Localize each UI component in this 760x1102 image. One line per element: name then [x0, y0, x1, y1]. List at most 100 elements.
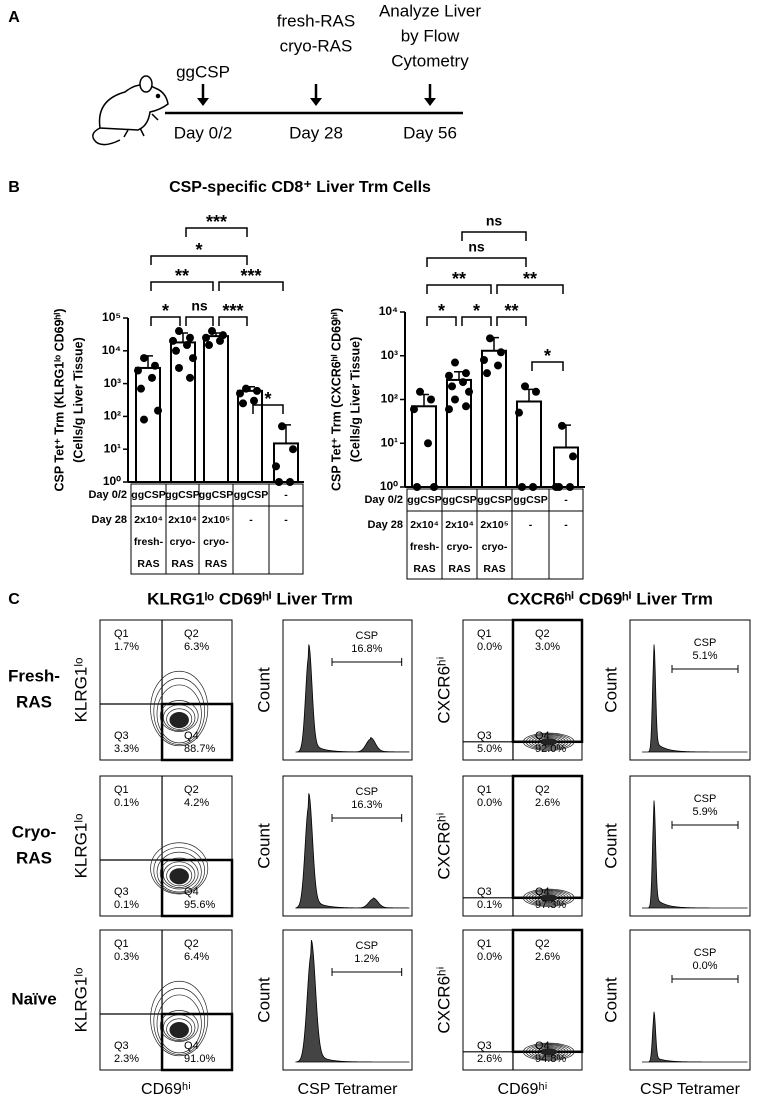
quadrant-name: Q2: [535, 628, 550, 640]
histogram-gate: [331, 968, 403, 976]
contour: [166, 1018, 193, 1040]
data-point: [286, 478, 294, 486]
y-axis-label: (Cells/g Liver Tissue): [71, 337, 85, 463]
quadrant-percent: 0.0%: [477, 641, 502, 653]
contour: [153, 847, 205, 894]
y-axis-label: (Cells/g Liver Tissue): [348, 337, 362, 463]
histogram-gate: [331, 814, 403, 822]
y-axis-label: CSP Tet⁺ Trm (CXCR6ʰⁱ CD69ʰⁱ): [329, 308, 343, 491]
histogram: [295, 644, 410, 753]
table-cell-text: -: [529, 519, 533, 531]
quadrant-name: Q3: [477, 1040, 492, 1052]
mouse-body: [98, 84, 169, 131]
data-point: [566, 483, 574, 491]
gate-name: CSP: [356, 940, 379, 952]
arrow-head: [424, 98, 436, 106]
table-cell-text: RAS: [413, 563, 435, 575]
y-tick-label: 10⁰: [380, 479, 398, 493]
data-point: [430, 483, 438, 491]
data-point: [137, 384, 145, 393]
data-point: [275, 478, 283, 486]
event-label: fresh-RAS: [277, 11, 355, 30]
data-point: [250, 396, 258, 405]
quadrant-name: Q4: [535, 886, 550, 898]
table-cell-text: 2x10⁴: [134, 514, 163, 526]
gate-name: CSP: [356, 630, 379, 642]
table-cell-text: ggCSP: [513, 494, 547, 506]
quadrant-percent: 0.3%: [114, 951, 139, 963]
plot-frame: [282, 929, 413, 1071]
quadrant-percent: 97.3%: [535, 899, 566, 911]
data-point: [205, 341, 213, 350]
quadrant-name: Q3: [477, 730, 492, 742]
quadrant-percent: 1.7%: [114, 641, 139, 653]
data-point: [416, 387, 424, 396]
significance-bracket: [426, 257, 527, 267]
table-cell-text: cryo-: [447, 541, 473, 553]
y-tick-label: 10¹: [381, 435, 398, 449]
data-point: [518, 483, 526, 491]
contour: [528, 890, 569, 906]
event-label: by Flow: [401, 26, 460, 45]
contour: [522, 1042, 575, 1061]
data-point: [529, 483, 537, 491]
event-label: ggCSP: [176, 62, 230, 81]
significance-label: **: [452, 269, 466, 289]
data-point: [494, 361, 502, 370]
table-cell-text: fresh-: [134, 536, 164, 548]
histogram-gate: [671, 821, 739, 829]
contour: [525, 889, 572, 906]
data-point: [410, 405, 418, 414]
quadrant-name: Q3: [477, 886, 492, 898]
table-row-label: Day 0/2: [364, 494, 403, 506]
quadrant-name: Q1: [114, 784, 129, 796]
quadrant-name: Q1: [477, 938, 492, 950]
bar: [203, 335, 229, 483]
significance-bracket: [252, 404, 284, 414]
contour: [166, 864, 193, 887]
quadrant-percent: 2.6%: [535, 797, 560, 809]
data-point: [555, 483, 563, 491]
y-tick-label: 10⁵: [102, 310, 121, 324]
significance-label: ns: [468, 239, 485, 255]
mouse-eye: [155, 93, 161, 99]
table-cell-text: ggCSP: [165, 489, 199, 501]
table-cell-text: -: [284, 489, 288, 501]
y-axis-label: CXCR6ʰⁱ: [434, 812, 453, 879]
table-cell-text: -: [564, 519, 568, 531]
y-tick-label: 10²: [381, 392, 398, 406]
event-label: Analyze Liver: [379, 1, 481, 20]
data-point: [289, 445, 297, 454]
significance-label: ***: [206, 212, 227, 232]
contour: [528, 734, 569, 750]
data-point: [462, 369, 470, 378]
data-point: [172, 346, 180, 355]
contour: [159, 1010, 199, 1042]
histogram: [642, 800, 748, 909]
data-point: [462, 402, 470, 411]
data-point: [427, 395, 435, 404]
data-point: [208, 327, 216, 336]
quadrant-percent: 5.0%: [477, 743, 502, 755]
significance-bracket: [496, 284, 564, 294]
data-point: [216, 336, 224, 345]
data-point: [413, 483, 421, 491]
quadrant-percent: 91.0%: [184, 1053, 215, 1065]
significance-bracket: [218, 281, 284, 291]
quadrant-percent: 92.0%: [535, 743, 566, 755]
data-point: [239, 399, 247, 408]
x-axis-label: CD69ʰⁱ: [498, 1081, 548, 1098]
data-point: [486, 334, 494, 343]
significance-bracket: [150, 316, 181, 326]
chart-title: CSP-specific CD8⁺ Liver Trm Cells: [169, 179, 431, 196]
row-label: RAS: [16, 692, 52, 711]
y-axis-label: Count: [254, 977, 273, 1023]
contour: [153, 987, 205, 1055]
table-row-label: Day 28: [368, 519, 403, 531]
quadrant-name: Q4: [535, 1040, 550, 1052]
table-cell: [548, 510, 584, 580]
quadrant-name: Q3: [114, 730, 129, 742]
data-point: [480, 355, 488, 364]
histogram-gate: [671, 975, 739, 983]
contour: [539, 894, 558, 902]
